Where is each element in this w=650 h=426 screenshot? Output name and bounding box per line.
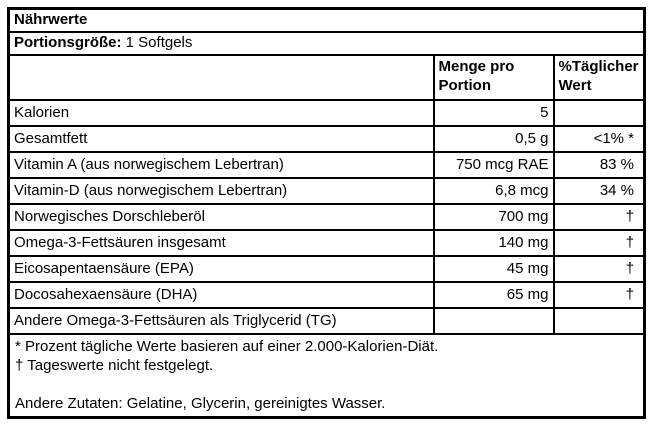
- table-title: Nährwerte: [7, 7, 646, 33]
- row-name: Eicosapentaensäure (EPA): [7, 255, 435, 283]
- nutrition-table: Nährwerte Portionsgröße: 1 Softgels Meng…: [7, 7, 647, 420]
- row-name: Vitamin-D (aus norwegischem Lebertran): [7, 177, 435, 205]
- row-amount: [432, 307, 555, 335]
- table-row: Gesamtfett 0,5 g <1% *: [7, 125, 646, 153]
- row-name: Norwegisches Dorschleberöl: [7, 203, 435, 231]
- row-name: Gesamtfett: [7, 125, 435, 153]
- serving-size-label: Portionsgröße:: [14, 34, 122, 52]
- nutrition-rows: Kalorien 5 Gesamtfett 0,5 g <1% * Vitami…: [7, 99, 646, 335]
- row-amount: 0,5 g: [432, 125, 555, 153]
- table-row: Vitamin-D (aus norwegischem Lebertran) 6…: [7, 177, 646, 205]
- row-name: Omega-3-Fettsäuren insgesamt: [7, 229, 435, 257]
- row-amount: 5: [432, 99, 555, 127]
- footnote-daggers: † Tageswerte nicht festgelegt.: [15, 356, 214, 374]
- table-row: Eicosapentaensäure (EPA) 45 mg †: [7, 255, 646, 283]
- serving-size-row: Portionsgröße: 1 Softgels: [7, 31, 646, 56]
- column-header-daily: %Täglicher Wert: [552, 54, 646, 101]
- footnotes-row: * Prozent tägliche Werte basieren auf ei…: [7, 333, 646, 419]
- row-name: Docosahexaensäure (DHA): [7, 281, 435, 309]
- row-amount: 45 mg: [432, 255, 555, 283]
- row-amount: 700 mg: [432, 203, 555, 231]
- row-daily: 34 %: [552, 177, 646, 205]
- row-daily: †: [552, 281, 646, 309]
- table-row: Kalorien 5: [7, 99, 646, 127]
- row-name: Vitamin A (aus norwegischem Lebertran): [7, 151, 435, 179]
- row-daily: †: [552, 229, 646, 257]
- row-daily: †: [552, 203, 646, 231]
- serving-size-value: 1 Softgels: [125, 34, 193, 52]
- row-daily: 83 %: [552, 151, 646, 179]
- row-daily: [552, 307, 646, 335]
- column-header-amount: Menge pro Portion: [432, 54, 555, 101]
- footnote-daily-value: * Prozent tägliche Werte basieren auf ei…: [15, 338, 439, 355]
- other-ingredients: Andere Zutaten: Gelatine, Glycerin, gere…: [15, 394, 386, 412]
- row-daily: †: [552, 255, 646, 283]
- row-daily: <1% *: [552, 125, 646, 153]
- table-row: Omega-3-Fettsäuren insgesamt 140 mg †: [7, 229, 646, 257]
- serving-size-cell: Portionsgröße: 1 Softgels: [7, 31, 646, 56]
- table-row: Andere Omega-3-Fettsäuren als Triglyceri…: [7, 307, 646, 335]
- title-row: Nährwerte: [7, 7, 646, 33]
- footnote-spacer: [15, 376, 638, 395]
- row-amount: 6,8 mcg: [432, 177, 555, 205]
- row-name: Kalorien: [7, 99, 435, 127]
- row-name: Andere Omega-3-Fettsäuren als Triglyceri…: [7, 307, 435, 335]
- row-amount: 750 mcg RAE: [432, 151, 555, 179]
- row-daily: [552, 99, 646, 127]
- column-header-empty: [7, 54, 435, 101]
- row-amount: 140 mg: [432, 229, 555, 257]
- nutrition-label: Nährwerte Portionsgröße: 1 Softgels Meng…: [7, 7, 647, 420]
- table-row: Docosahexaensäure (DHA) 65 mg †: [7, 281, 646, 309]
- row-amount: 65 mg: [432, 281, 555, 309]
- column-header-row: Menge pro Portion %Täglicher Wert: [7, 54, 646, 101]
- table-row: Norwegisches Dorschleberöl 700 mg †: [7, 203, 646, 231]
- footnotes-cell: * Prozent tägliche Werte basieren auf ei…: [7, 333, 646, 419]
- table-row: Vitamin A (aus norwegischem Lebertran) 7…: [7, 151, 646, 179]
